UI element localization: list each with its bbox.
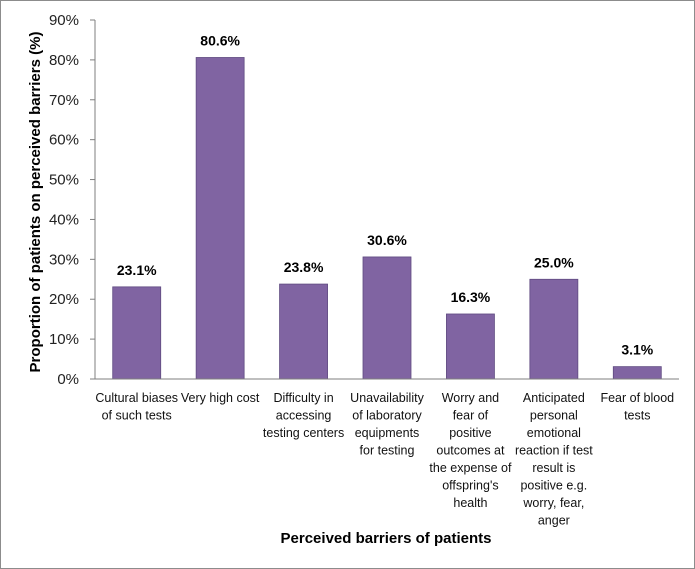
data-label: 23.8% (284, 259, 324, 275)
y-tick-label: 70% (49, 92, 79, 109)
y-tick-label: 90% (49, 12, 79, 29)
data-label: 80.6% (200, 32, 240, 48)
category-label: Unavailability of laboratory equipments for… (350, 391, 424, 458)
bar (362, 256, 412, 380)
y-tick-label: 30% (49, 251, 79, 268)
y-tick-label: 10% (49, 331, 79, 348)
y-tick-label: 80% (49, 52, 79, 69)
data-label: 25.0% (534, 254, 574, 270)
category-label: Anticipated personal emotional reaction if … (515, 391, 593, 528)
bars (112, 57, 662, 380)
category-label: Difficulty in accessing testing centers (263, 391, 344, 440)
y-tick-label: 60% (49, 132, 79, 149)
category-label: Fear of blood tests (600, 391, 674, 423)
bar (195, 57, 245, 380)
data-label: 23.1% (117, 262, 157, 278)
y-tick-label: 40% (49, 211, 79, 228)
data-labels: 23.1% 80.6% 23.8% 30.6% 16.3% 25.0% 3.1% (117, 32, 654, 357)
data-label: 30.6% (367, 232, 407, 248)
data-label: 16.3% (451, 289, 491, 305)
bar (112, 286, 162, 380)
bar (529, 278, 579, 380)
bar (279, 283, 328, 380)
category-label: Cultural biases of such tests (95, 391, 178, 423)
y-tick-label: 20% (49, 291, 79, 308)
y-axis-title: Proportion of patients on perceived barr… (27, 32, 44, 373)
category-label: Worry and fear of positive outcomes at the e… (429, 391, 512, 510)
category-label: Very high cost (181, 391, 260, 405)
data-label: 3.1% (621, 342, 653, 358)
y-tick-label: 50% (49, 172, 79, 189)
y-axis-ticks: 0% 10% 20% 30% 40% 50% 60% 70% 80% 90% (49, 12, 95, 388)
bar (446, 313, 495, 380)
x-axis-title: Perceived barriers of patients (281, 530, 492, 547)
bar (612, 366, 662, 380)
y-tick-label: 0% (57, 371, 79, 388)
